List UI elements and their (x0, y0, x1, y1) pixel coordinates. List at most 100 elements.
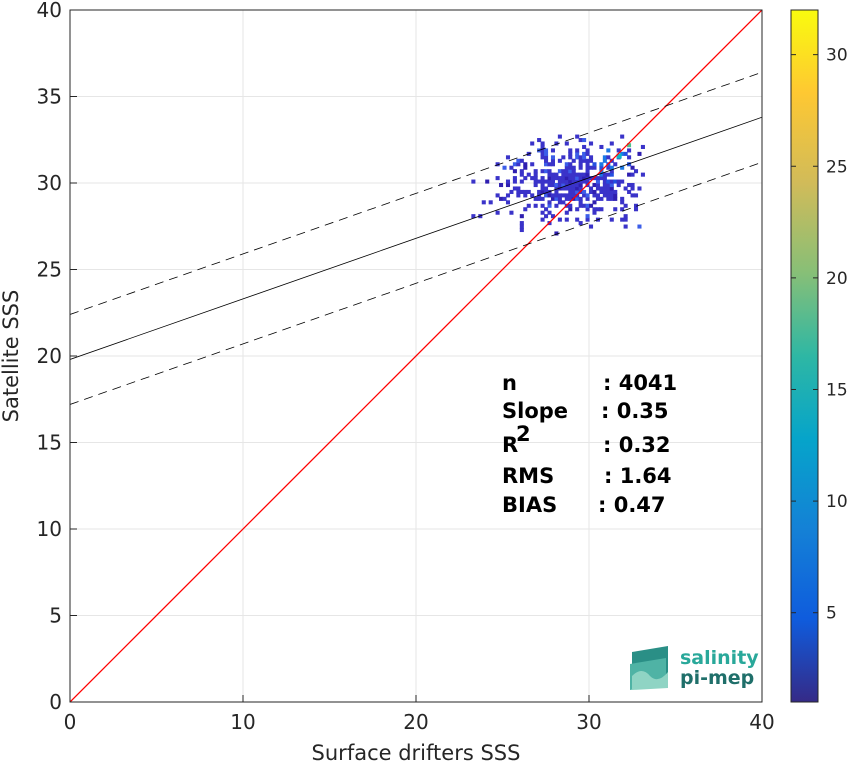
density-cell (633, 203, 639, 208)
density-cell (613, 162, 618, 167)
density-cell (589, 141, 594, 146)
density-cell (550, 148, 555, 153)
density-cell (640, 172, 645, 177)
density-cell (554, 172, 559, 177)
density-cell (516, 186, 521, 191)
density-cell (568, 196, 573, 201)
density-cell (540, 186, 545, 191)
density-cell (540, 169, 545, 174)
density-cell (620, 200, 625, 205)
density-cell (582, 172, 587, 177)
density-cell (595, 186, 600, 191)
density-cell (544, 151, 549, 156)
density-cell (505, 155, 511, 160)
density-cell (575, 186, 580, 191)
density-cell (578, 221, 583, 226)
density-cell (568, 193, 573, 198)
density-cell (519, 179, 524, 184)
density-cell (495, 193, 500, 198)
density-cell (564, 193, 569, 198)
density-cell (512, 186, 517, 191)
density-cell (519, 227, 524, 233)
density-cell (592, 162, 597, 167)
density-cell (582, 203, 587, 208)
density-cell (557, 186, 562, 191)
density-cell (495, 176, 500, 181)
density-cell (606, 193, 611, 198)
density-cell (606, 155, 611, 160)
grid-lines (70, 10, 762, 702)
density-cell (540, 155, 545, 160)
density-cell (550, 155, 555, 160)
density-cell (627, 189, 632, 194)
density-cell (523, 162, 528, 167)
density-cell (602, 176, 607, 181)
density-cell (499, 183, 504, 188)
density-cell (623, 203, 628, 208)
density-cell (530, 162, 535, 167)
density-cell (571, 169, 576, 174)
density-cell (544, 207, 549, 212)
density-cell (561, 193, 566, 198)
y-tick-label: 0 (49, 690, 62, 714)
density-cell (606, 189, 611, 194)
density-cell (561, 179, 566, 184)
stat-value: : 0.35 (601, 399, 669, 423)
density-cell (575, 155, 580, 160)
density-cell (575, 148, 580, 153)
logo-line1: salinity (680, 647, 759, 669)
y-axis-ticks: 0 5 10 15 20 25 30 35 40 (37, 0, 77, 714)
density-peak-cell (616, 153, 622, 159)
density-cell (585, 162, 590, 167)
density-cell (554, 189, 559, 194)
density-cell (633, 169, 639, 174)
density-cell (561, 186, 566, 191)
density-cell (557, 200, 562, 205)
stat-label-superscript: 2 (516, 422, 531, 446)
density-cell (637, 186, 642, 191)
density-cell (557, 179, 562, 184)
density-cell (592, 207, 597, 212)
density-cell (561, 172, 566, 177)
density-cell (606, 148, 611, 153)
density-cell (568, 176, 573, 181)
density-cell (540, 141, 545, 146)
density-cell (530, 176, 535, 181)
density-cell (557, 158, 562, 163)
density-cell (630, 193, 635, 198)
density-cell (550, 193, 555, 198)
density-cell (585, 158, 590, 163)
density-cell (544, 155, 549, 160)
density-cell (485, 179, 490, 184)
density-cell (547, 172, 552, 177)
density-cell (595, 207, 600, 212)
density-cell (582, 144, 587, 149)
logo-line2: pi-mep (680, 667, 754, 689)
density-cell (640, 144, 645, 149)
density-cell (512, 176, 517, 181)
density-cell (540, 148, 545, 153)
density-cell (554, 231, 559, 236)
density-cell (606, 186, 611, 191)
density-cell (540, 183, 545, 188)
density-cell (599, 207, 604, 212)
density-cell (544, 158, 549, 163)
density-cell (571, 189, 576, 194)
density-cell (537, 189, 542, 194)
density-cell (620, 217, 625, 222)
density-cell (533, 203, 538, 208)
density-cell (585, 196, 590, 201)
density-cell (554, 196, 559, 201)
density-cell (509, 210, 514, 215)
colorbar-tick-label: 20 (826, 269, 848, 289)
density-cell (530, 141, 535, 146)
density-cell (568, 148, 573, 153)
density-cell (550, 183, 555, 188)
density-cell (599, 186, 604, 191)
y-tick-label: 40 (37, 0, 62, 22)
density-cell (592, 200, 597, 205)
density-cell (540, 151, 545, 156)
density-cell (564, 196, 569, 201)
density-cell (595, 179, 600, 184)
density-cell (613, 196, 618, 201)
